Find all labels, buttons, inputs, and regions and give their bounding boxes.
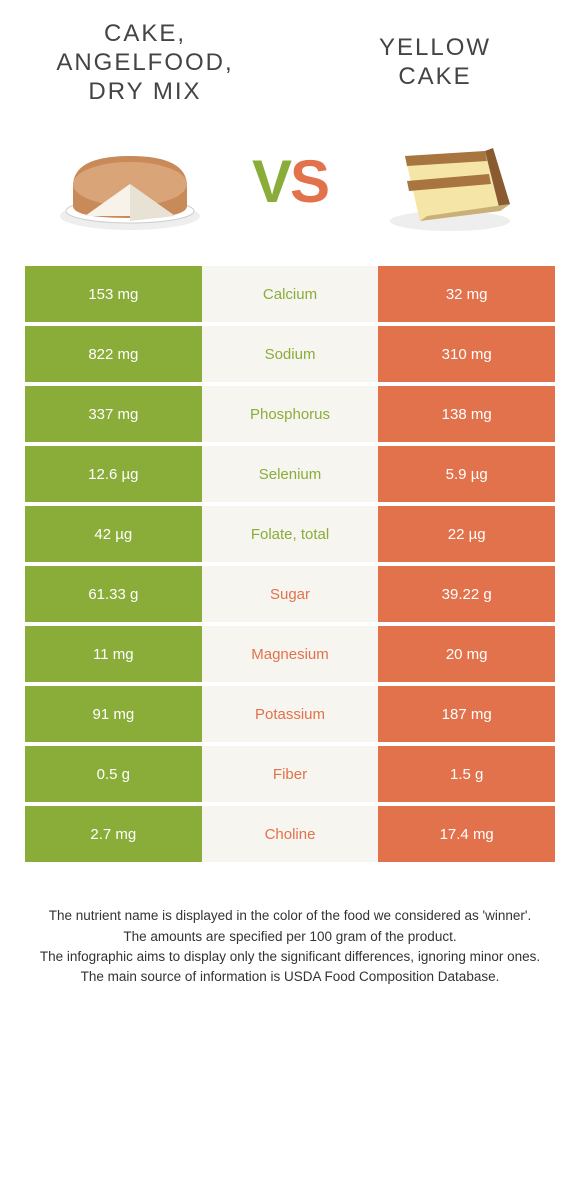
nutrient-right-value: 20 mg [378, 626, 555, 682]
nutrient-left-value: 822 mg [25, 326, 202, 382]
food-right-title-col: YELLOW CAKE [320, 34, 550, 92]
vs-v: V [252, 148, 290, 215]
nutrient-name: Fiber [202, 746, 379, 802]
nutrient-right-value: 22 µg [378, 506, 555, 562]
vs-label: VS [230, 147, 350, 216]
nutrient-left-value: 153 mg [25, 266, 202, 322]
table-row: 42 µgFolate, total22 µg [25, 506, 555, 562]
nutrient-left-value: 11 mg [25, 626, 202, 682]
nutrient-right-value: 187 mg [378, 686, 555, 742]
nutrient-right-value: 5.9 µg [378, 446, 555, 502]
footer-line-2: The amounts are specified per 100 gram o… [25, 927, 555, 947]
angelfood-cake-icon [55, 126, 205, 236]
nutrient-right-value: 39.22 g [378, 566, 555, 622]
footer-line-3: The infographic aims to display only the… [25, 947, 555, 967]
table-row: 337 mgPhosphorus138 mg [25, 386, 555, 442]
nutrient-right-value: 17.4 mg [378, 806, 555, 862]
nutrient-left-value: 12.6 µg [25, 446, 202, 502]
nutrient-left-value: 91 mg [25, 686, 202, 742]
nutrient-right-value: 1.5 g [378, 746, 555, 802]
table-row: 822 mgSodium310 mg [25, 326, 555, 382]
food-left-image [30, 126, 230, 236]
vs-s: S [290, 148, 328, 215]
footer-notes: The nutrient name is displayed in the co… [0, 866, 580, 1017]
nutrient-name: Phosphorus [202, 386, 379, 442]
nutrient-name: Sugar [202, 566, 379, 622]
table-row: 61.33 gSugar39.22 g [25, 566, 555, 622]
nutrient-left-value: 2.7 mg [25, 806, 202, 862]
nutrient-left-value: 0.5 g [25, 746, 202, 802]
nutrient-left-value: 42 µg [25, 506, 202, 562]
nutrient-right-value: 32 mg [378, 266, 555, 322]
food-left-title-col: CAKE, ANGELFOOD, DRY MIX [30, 20, 260, 106]
footer-line-1: The nutrient name is displayed in the co… [25, 906, 555, 926]
table-row: 2.7 mgCholine17.4 mg [25, 806, 555, 862]
table-row: 11 mgMagnesium20 mg [25, 626, 555, 682]
nutrient-name: Sodium [202, 326, 379, 382]
nutrient-name: Magnesium [202, 626, 379, 682]
footer-line-4: The main source of information is USDA F… [25, 967, 555, 987]
nutrient-right-value: 310 mg [378, 326, 555, 382]
food-right-title: YELLOW CAKE [320, 34, 550, 92]
images-row: VS [0, 116, 580, 266]
table-row: 91 mgPotassium187 mg [25, 686, 555, 742]
table-row: 153 mgCalcium32 mg [25, 266, 555, 322]
nutrient-name: Calcium [202, 266, 379, 322]
header: CAKE, ANGELFOOD, DRY MIX YELLOW CAKE [0, 0, 580, 116]
nutrient-table: 153 mgCalcium32 mg822 mgSodium310 mg337 … [0, 266, 580, 862]
nutrient-right-value: 138 mg [378, 386, 555, 442]
table-row: 12.6 µgSelenium5.9 µg [25, 446, 555, 502]
nutrient-name: Selenium [202, 446, 379, 502]
nutrient-left-value: 337 mg [25, 386, 202, 442]
food-right-image [350, 126, 550, 236]
table-row: 0.5 gFiber1.5 g [25, 746, 555, 802]
yellow-cake-icon [375, 126, 525, 236]
nutrient-name: Folate, total [202, 506, 379, 562]
nutrient-left-value: 61.33 g [25, 566, 202, 622]
food-left-title: CAKE, ANGELFOOD, DRY MIX [30, 20, 260, 106]
nutrient-name: Choline [202, 806, 379, 862]
nutrient-name: Potassium [202, 686, 379, 742]
